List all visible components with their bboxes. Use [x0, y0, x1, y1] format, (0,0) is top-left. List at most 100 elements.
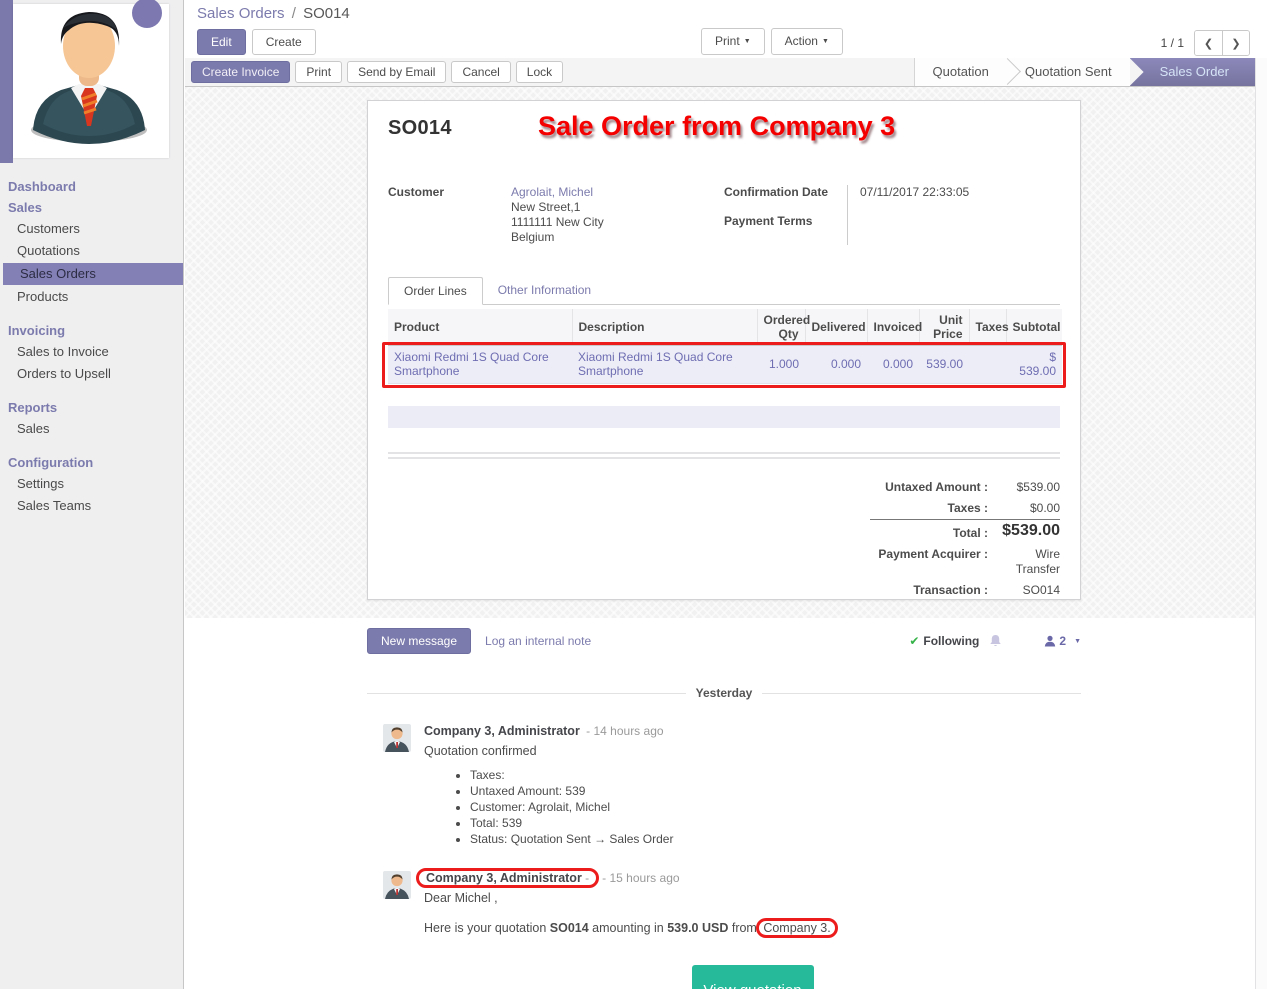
order-lines-table-wrap: Product Description Ordered Qty Delivere…: [382, 309, 1066, 388]
create-invoice-button[interactable]: Create Invoice: [191, 61, 291, 83]
cell-ordered-qty[interactable]: 1.000: [757, 345, 805, 384]
order-ref-bold: SO014: [549, 921, 589, 935]
following-button[interactable]: Following: [923, 634, 980, 648]
breadcrumb-parent-link[interactable]: Sales Orders: [197, 5, 285, 22]
body-text: Here is your quotation: [424, 921, 550, 935]
transaction-link[interactable]: SO014: [1022, 582, 1060, 597]
person-icon: [1045, 635, 1056, 647]
customer-link[interactable]: Agrolait, Michel: [511, 185, 594, 199]
section-divider: [388, 451, 1060, 459]
empty-section-bar: [388, 405, 1060, 428]
sidebar-item-sales-to-invoice[interactable]: Sales to Invoice: [17, 344, 109, 359]
sidebar-header-reports[interactable]: Reports: [8, 400, 58, 415]
cell-product[interactable]: Xiaomi Redmi 1S Quad Core Smartphone: [388, 345, 572, 384]
customer-address-line: New Street,1: [511, 200, 581, 214]
message-greeting: Dear Michel ,: [424, 891, 498, 905]
sidebar-item-settings[interactable]: Settings: [17, 476, 64, 491]
create-button[interactable]: Create: [251, 29, 316, 55]
control-panel: Sales Orders / SO014 Edit Create Print ▼ …: [185, 0, 1255, 58]
new-message-button[interactable]: New message: [367, 628, 472, 654]
untaxed-amount-label: Untaxed Amount :: [885, 479, 988, 494]
statusbar: Create Invoice Print Send by Email Cance…: [185, 58, 1255, 87]
print-menu-button[interactable]: Print ▼: [701, 28, 765, 55]
pager-next-button[interactable]: ❯: [1222, 31, 1249, 55]
cell-taxes[interactable]: [969, 345, 1006, 384]
chatter-message: Company 3, Administrator - 14 hours ago …: [367, 724, 1081, 847]
status-step-quotation[interactable]: Quotation: [913, 58, 1021, 86]
sidebar-item-orders-to-upsell[interactable]: Orders to Upsell: [17, 366, 111, 381]
scrollbar-track[interactable]: [1255, 58, 1267, 989]
payment-terms-label: Payment Terms: [724, 214, 813, 228]
body-text: amounting in: [588, 921, 668, 935]
sidebar-header-invoicing[interactable]: Invoicing: [8, 323, 66, 338]
bell-icon[interactable]: [989, 634, 1002, 648]
tracking-item: Taxes:: [470, 767, 1081, 783]
followers-button[interactable]: 2 ▼: [1044, 634, 1081, 648]
sidebar-header-configuration[interactable]: Configuration: [8, 455, 94, 470]
sidebar-header-dashboard[interactable]: Dashboard: [8, 179, 76, 194]
tab-other-information[interactable]: Other Information: [497, 283, 592, 297]
day-separator-label: Yesterday: [695, 686, 753, 700]
tracking-values-list: Taxes: Untaxed Amount: 539 Customer: Agr…: [424, 767, 1081, 847]
presence-indicator: [132, 0, 162, 28]
message-avatar: [383, 724, 411, 752]
form-view-background: SO014 Sale Order from Company 3 Customer…: [185, 87, 1255, 618]
col-description[interactable]: Description: [572, 309, 758, 346]
col-unit-price[interactable]: Unit Price: [919, 309, 970, 346]
tracking-item: Total: 539: [470, 815, 1081, 831]
pager-prev-button[interactable]: ❮: [1195, 31, 1222, 55]
log-internal-note-link[interactable]: Log an internal note: [485, 634, 592, 648]
cell-delivered[interactable]: 0.000: [805, 345, 867, 384]
view-quotation-button[interactable]: View quotation: [691, 965, 814, 989]
status-step-quotation-sent[interactable]: Quotation Sent: [1006, 58, 1130, 86]
notebook-tabs: Order Lines Other Information: [388, 277, 1060, 305]
sidebar-item-customers[interactable]: Customers: [17, 221, 80, 236]
annotation-ellipse: Company 3.: [756, 918, 838, 938]
col-ordered-qty[interactable]: Ordered Qty: [757, 309, 810, 346]
lock-button[interactable]: Lock: [515, 61, 564, 83]
status-step-sales-order[interactable]: Sales Order: [1129, 58, 1255, 86]
total-value: $539.00: [1002, 521, 1060, 539]
status-step-label: Quotation Sent: [1024, 64, 1112, 79]
status-step-label: Sales Order: [1159, 64, 1229, 79]
col-taxes[interactable]: Taxes: [969, 309, 1009, 346]
sidebar-item-sales-teams[interactable]: Sales Teams: [17, 498, 92, 513]
tracking-item: Status: Quotation Sent → Sales Order: [470, 831, 1081, 847]
tab-order-lines[interactable]: Order Lines: [388, 277, 483, 305]
order-lines-table: Product Description Ordered Qty Delivere…: [388, 309, 1062, 384]
send-by-email-button[interactable]: Send by Email: [347, 61, 447, 83]
message-author[interactable]: Company 3, Administrator: [424, 724, 580, 738]
col-product[interactable]: Product: [388, 309, 573, 346]
user-avatar: [13, 4, 169, 158]
user-avatar-panel: [0, 0, 183, 163]
sidebar-menu: Dashboard Sales Customers Quotations Sal…: [0, 163, 183, 517]
message-author[interactable]: Company 3, Administrator: [426, 871, 582, 885]
untaxed-amount-value: $539.00: [1016, 479, 1060, 494]
col-delivered[interactable]: Delivered: [805, 309, 868, 346]
sidebar-header-sales[interactable]: Sales: [8, 200, 42, 215]
sidebar-item-sales-orders[interactable]: Sales Orders: [3, 263, 183, 285]
chatter: New message Log an internal note ✔ Follo…: [185, 618, 1255, 989]
sidebar-item-quotations[interactable]: Quotations: [17, 243, 80, 258]
chevron-left-icon: ❮: [1203, 37, 1214, 50]
col-subtotal[interactable]: Subtotal: [1006, 309, 1062, 346]
print-button[interactable]: Print: [295, 61, 343, 83]
chevron-down-icon: ▼: [1074, 637, 1081, 645]
edit-button[interactable]: Edit: [197, 29, 246, 55]
sidebar-item-reports-sales[interactable]: Sales: [17, 421, 50, 436]
cell-unit-price[interactable]: 539.00: [919, 345, 969, 384]
cell-invoiced[interactable]: 0.000: [867, 345, 919, 384]
cell-description[interactable]: Xiaomi Redmi 1S Quad Core Smartphone: [572, 345, 757, 384]
sidebar-item-products[interactable]: Products: [17, 289, 69, 304]
order-header-fields: Customer Agrolait, Michel New Street,1 1…: [388, 185, 1060, 245]
col-invoiced[interactable]: Invoiced: [867, 309, 922, 346]
cancel-button[interactable]: Cancel: [451, 61, 511, 83]
order-reference-title: SO014: [388, 117, 452, 139]
taxes-value: $0.00: [1029, 500, 1060, 515]
payment-terms-value: [860, 214, 1060, 243]
table-row[interactable]: Xiaomi Redmi 1S Quad Core Smartphone Xia…: [388, 345, 1062, 384]
businessman-avatar-icon: [13, 4, 169, 158]
cell-subtotal[interactable]: $ 539.00: [1006, 345, 1062, 384]
action-menu-button[interactable]: Action ▼: [770, 28, 843, 55]
chevron-down-icon: ▼: [743, 38, 751, 45]
